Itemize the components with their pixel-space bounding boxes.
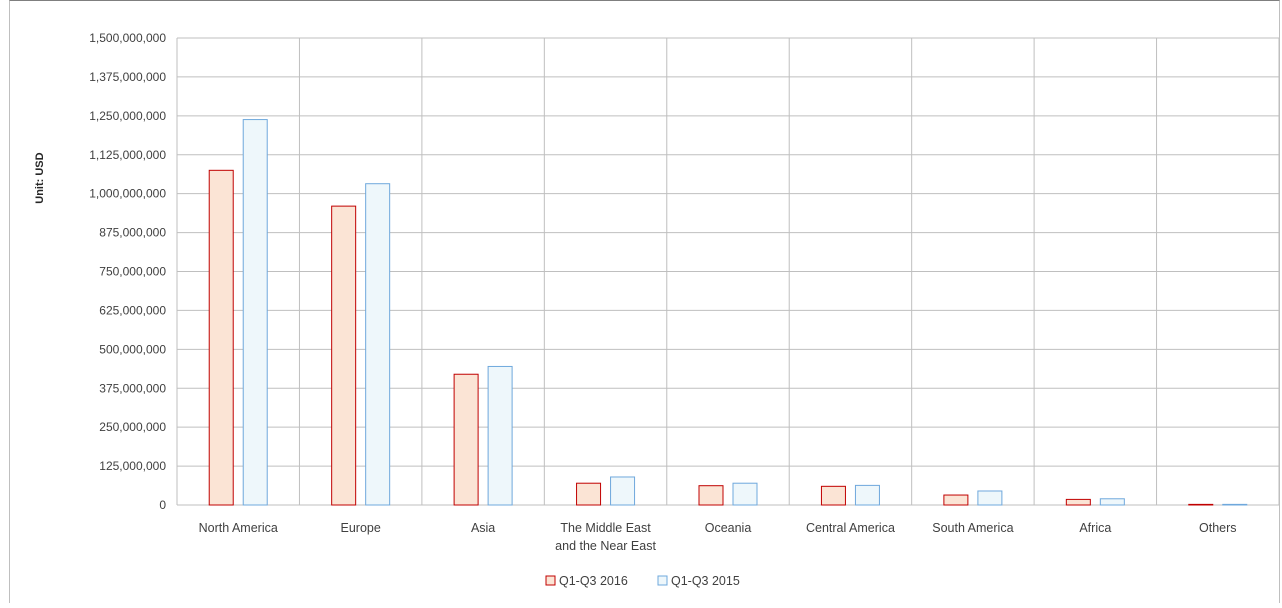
y-tick-label: 625,000,000 [99, 303, 166, 317]
bar-q1-q3-2016 [698, 485, 724, 506]
bar-q1-q3-2016 [208, 169, 234, 506]
y-tick-label: 1,000,000,000 [89, 187, 166, 201]
bar-q1-q3-2015 [1099, 498, 1125, 506]
bar-q1-q3-2015 [732, 482, 758, 506]
bar-q1-q3-2015 [1222, 503, 1248, 506]
bar-q1-q3-2016 [820, 485, 846, 506]
y-tick-label: 500,000,000 [99, 342, 166, 356]
bar-q1-q3-2016 [331, 205, 357, 506]
y-tick-label: 250,000,000 [99, 420, 166, 434]
x-category-label: Central America [806, 521, 895, 535]
y-tick-label: 875,000,000 [99, 226, 166, 240]
y-tick-label: 125,000,000 [99, 459, 166, 473]
chart-area: 0 125,000,000 250,000,000 375,000,000 500,00… [9, 0, 1280, 603]
bar-q1-q3-2015 [242, 119, 268, 506]
bar-q1-q3-2016 [576, 482, 602, 506]
x-category-label: Others [1199, 521, 1237, 535]
legend: Q1-Q3 2016 Q1-Q3 2015 [545, 574, 740, 588]
bar-q1-q3-2015 [610, 476, 636, 506]
bar-q1-q3-2015 [487, 365, 513, 506]
x-category-label: Asia [471, 521, 495, 535]
bars [208, 119, 1248, 506]
y-tick-label: 1,250,000,000 [89, 109, 166, 123]
bar-q1-q3-2016 [1065, 498, 1091, 506]
x-category-label: Europe [341, 521, 381, 535]
y-tick-label: 1,375,000,000 [89, 70, 166, 84]
x-category-label: Oceania [705, 521, 752, 535]
y-axis-label: Unit: USD [34, 152, 46, 203]
y-tick-label: 1,500,000,000 [89, 31, 166, 45]
bar-q1-q3-2016 [453, 373, 479, 506]
bar-q1-q3-2016 [1188, 503, 1214, 506]
y-tick-label: 1,125,000,000 [89, 148, 166, 162]
x-category-label: North America [199, 521, 278, 535]
y-axis-ticks: 0 125,000,000 250,000,000 375,000,000 500,00… [89, 31, 166, 512]
legend-swatch [545, 575, 556, 586]
y-tick-label: 0 [159, 498, 166, 512]
x-category-label: South America [932, 521, 1013, 535]
legend-label: Q1-Q3 2016 [559, 574, 628, 588]
legend-label: Q1-Q3 2015 [671, 574, 740, 588]
bar-q1-q3-2015 [365, 183, 391, 506]
x-category-label: and the Near East [555, 539, 656, 553]
y-tick-label: 750,000,000 [99, 265, 166, 279]
x-category-label: Africa [1079, 521, 1111, 535]
x-category-label: The Middle East [560, 521, 651, 535]
y-tick-label: 375,000,000 [99, 381, 166, 395]
x-axis-categories: North America Europe Asia The Middle East an… [199, 521, 1237, 553]
bar-q1-q3-2015 [977, 490, 1003, 506]
bar-q1-q3-2016 [943, 494, 969, 506]
bar-chart: 0 125,000,000 250,000,000 375,000,000 500,00… [34, 31, 1280, 588]
legend-swatch [657, 575, 668, 586]
bar-q1-q3-2015 [854, 484, 880, 506]
